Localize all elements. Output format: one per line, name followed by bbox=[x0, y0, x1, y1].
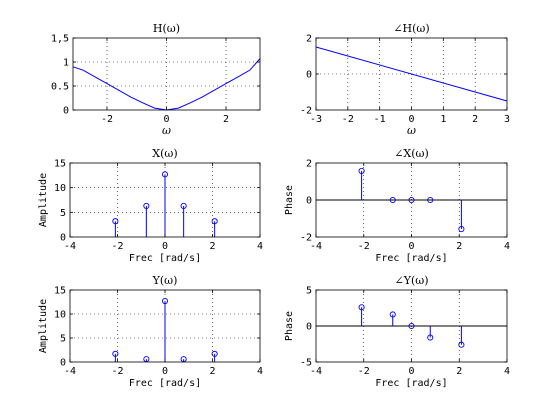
y-tick-label: 0 bbox=[306, 70, 312, 81]
y-tick-label: 0.5 bbox=[51, 82, 69, 93]
stem-marker bbox=[427, 334, 434, 341]
stem-marker bbox=[458, 341, 465, 348]
y-tick-label: 15 bbox=[54, 286, 66, 297]
x-tick-label: -2 bbox=[358, 241, 370, 252]
stem-marker bbox=[211, 218, 218, 225]
subplot-title: ∠Y(ω) bbox=[394, 274, 428, 287]
subplot-title: ∠X(ω) bbox=[394, 147, 429, 160]
y-tick-label: 5 bbox=[306, 286, 312, 297]
x-tick-label: -4 bbox=[310, 241, 322, 252]
subplot-title: ∠H(ω) bbox=[393, 22, 429, 35]
y-tick-label: 0 bbox=[60, 358, 66, 369]
y-tick-label: 2 bbox=[306, 159, 312, 170]
subplot-H_phase: -3 -2 -1 0 1 2 3-202∠H(ω)ω bbox=[300, 22, 510, 137]
x-tick-label: 2 bbox=[456, 241, 462, 252]
y-tick-label: 1,5 bbox=[51, 34, 69, 45]
x-tick-label: 0 bbox=[162, 241, 168, 252]
subplot-title: X(ω) bbox=[152, 147, 177, 160]
x-tick-label: 1 bbox=[440, 114, 446, 125]
y-axis-label: Amplitude bbox=[38, 173, 49, 227]
stem-marker bbox=[112, 350, 119, 357]
x-tick-label: 2 bbox=[456, 366, 462, 377]
x-tick-label: 0 bbox=[163, 114, 169, 125]
stem-marker bbox=[389, 311, 396, 318]
subplot-H_mag: -2 0 2 0 0.5 1 1,5 H(ω) ω bbox=[51, 22, 261, 137]
y-tick-label: 0 bbox=[306, 196, 312, 207]
x-tick-label: -4 bbox=[310, 366, 322, 377]
x-tick-label: -2 bbox=[342, 114, 354, 125]
x-tick-label: 4 bbox=[257, 366, 263, 377]
x-tick-label: -4 bbox=[64, 366, 76, 377]
subplot-Y_mag: -4 -2 0 2 4 0 5 10 15 Y(ω) Frec [rad/s] Amplitude bbox=[38, 274, 263, 389]
x-tick-label: 0 bbox=[408, 241, 414, 252]
x-tick-label: 0 bbox=[162, 366, 168, 377]
y-tick-label: 10 bbox=[54, 310, 66, 321]
x-tick-label: -2 bbox=[358, 366, 370, 377]
x-axis-label: ω bbox=[162, 124, 171, 137]
stem-marker bbox=[211, 350, 218, 357]
y-axis-label: Amplitude bbox=[38, 299, 49, 353]
x-axis-label: Frec [rad/s] bbox=[129, 253, 201, 264]
x-tick-label: 4 bbox=[504, 366, 510, 377]
subplot-title: H(ω) bbox=[153, 22, 180, 35]
stem-marker bbox=[408, 196, 415, 204]
x-tick-label: 4 bbox=[257, 241, 263, 252]
subplot-title: Y(ω) bbox=[152, 274, 178, 287]
y-tick-label: 15 bbox=[54, 159, 66, 170]
y-tick-label: -5 bbox=[300, 358, 312, 369]
y-tick-label: 10 bbox=[54, 183, 66, 194]
stem-marker bbox=[358, 304, 365, 311]
stem-marker bbox=[112, 218, 119, 225]
y-tick-label: 1 bbox=[63, 58, 69, 69]
stem-marker bbox=[180, 202, 187, 209]
x-axis-label: Frec [rad/s] bbox=[129, 378, 201, 389]
stem-marker bbox=[161, 297, 169, 305]
x-tick-label: 0 bbox=[408, 366, 414, 377]
x-tick-label: -2 bbox=[111, 241, 123, 252]
stem-marker bbox=[143, 202, 150, 209]
x-tick-label: 2 bbox=[223, 114, 229, 125]
stem-marker bbox=[358, 167, 365, 175]
stem-marker bbox=[458, 225, 465, 233]
x-tick-label: -2 bbox=[111, 366, 123, 377]
subplot-Y_phase: -4 -2 0 2 4 -5 0 5 ∠Y(ω) Frec [rad/s] Phase bbox=[284, 274, 510, 389]
x-axis-label: Frec [rad/s] bbox=[375, 253, 447, 264]
y-tick-label: 5 bbox=[60, 334, 66, 345]
y-tick-label: 5 bbox=[60, 208, 66, 219]
y-tick-label: 2 bbox=[306, 34, 312, 45]
x-tick-label: 2 bbox=[209, 241, 215, 252]
y-axis-label: Phase bbox=[284, 311, 295, 341]
stem-marker bbox=[161, 171, 169, 178]
y-tick-label: -2 bbox=[300, 106, 312, 117]
subplot-X_phase: -4 -2 0 2 4-202∠X(ω)Frec [rad/s]Phase bbox=[284, 147, 510, 264]
x-tick-label: 4 bbox=[504, 241, 510, 252]
x-tick-label: 3 bbox=[504, 114, 510, 125]
x-axis-label: Frec [rad/s] bbox=[375, 378, 447, 389]
y-tick-label: 0 bbox=[306, 322, 312, 333]
stem-marker bbox=[427, 196, 434, 204]
x-tick-label: 2 bbox=[472, 114, 478, 125]
x-tick-label: -3 bbox=[310, 114, 322, 125]
y-axis-label: Phase bbox=[284, 185, 295, 215]
x-tick-label: -1 bbox=[374, 114, 386, 125]
x-tick-label: -4 bbox=[64, 241, 76, 252]
stem-marker bbox=[389, 196, 396, 204]
y-tick-label: -2 bbox=[300, 233, 312, 244]
series-line-0 bbox=[315, 46, 508, 102]
x-tick-label: 0 bbox=[408, 114, 414, 125]
y-tick-label: 0 bbox=[60, 233, 66, 244]
x-tick-label: -2 bbox=[101, 114, 113, 125]
stem-marker bbox=[408, 322, 415, 330]
x-axis-label: ω bbox=[407, 124, 416, 137]
x-tick-label: 2 bbox=[209, 366, 215, 377]
y-tick-label: 0 bbox=[63, 106, 69, 117]
subplot-X_mag: -4 -2 0 2 4 0 5 10 15 X(ω) Frec [rad/s] Amplitude bbox=[38, 147, 263, 264]
